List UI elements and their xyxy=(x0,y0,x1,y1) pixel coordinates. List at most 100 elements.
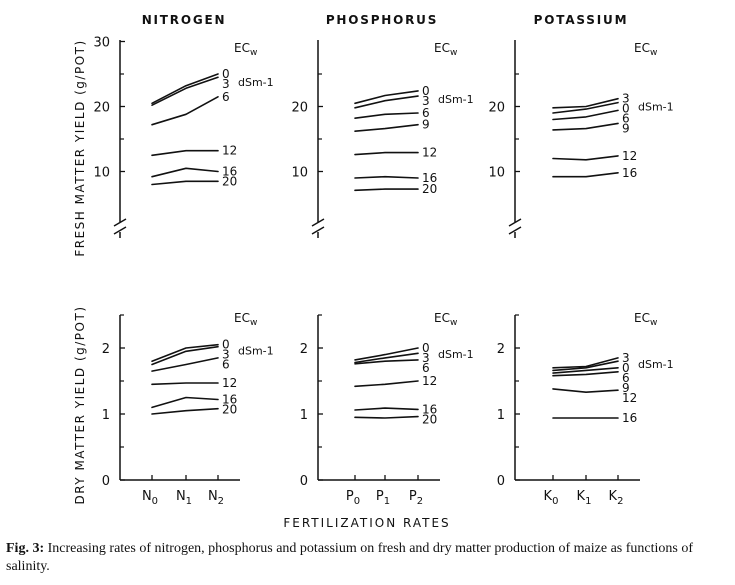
series-label-6: 6 xyxy=(622,371,630,385)
series-label-0: 0 xyxy=(422,341,430,355)
axis-break-mark xyxy=(311,218,325,227)
series-line-16 xyxy=(552,172,619,178)
y-tick-label: 30 xyxy=(93,36,110,51)
x-tick-label: N0 xyxy=(142,489,158,507)
y-tick-label: 0 xyxy=(102,474,110,489)
x-tick-subscript: 1 xyxy=(186,496,192,507)
series-label-20: 20 xyxy=(222,175,237,189)
series-line-20 xyxy=(151,407,219,415)
chart-title: PHOSPHORUS xyxy=(326,13,438,27)
legend-title-subscript: w xyxy=(450,48,457,58)
series-line-0 xyxy=(151,73,219,105)
series-line-0 xyxy=(151,343,219,363)
series-label-0: 0 xyxy=(622,361,630,375)
x-tick-label: K1 xyxy=(577,489,592,507)
x-tick-label: P0 xyxy=(346,489,360,507)
series-label-6: 6 xyxy=(422,361,430,375)
series-line-16 xyxy=(354,407,419,411)
series-line-12 xyxy=(552,155,619,161)
series-line-6 xyxy=(151,96,219,126)
axis-break-mark xyxy=(508,226,522,235)
series-line-6 xyxy=(151,357,219,372)
series-line-6 xyxy=(552,109,619,121)
series-line-16 xyxy=(354,175,419,179)
series-label-6: 6 xyxy=(222,358,230,372)
series-label-0: 0 xyxy=(422,84,430,98)
x-tick-subscript: 1 xyxy=(384,496,390,507)
x-tick-label: P2 xyxy=(409,489,423,507)
series-line-12 xyxy=(552,388,619,394)
legend-title-subscript: w xyxy=(650,48,657,58)
caption-text: Increasing rates of nitrogen, phosphorus… xyxy=(6,541,693,574)
series-label-12: 12 xyxy=(622,149,637,163)
series-line-3 xyxy=(354,95,419,109)
series-label-6: 6 xyxy=(422,106,430,120)
legend-unit: dSm-1 xyxy=(238,76,274,89)
y-tick-label: 20 xyxy=(93,101,110,116)
series-label-16: 16 xyxy=(622,411,637,425)
y-axis-label-dry: DRY MATTER YIELD (g/POT) xyxy=(73,306,87,505)
series-label-3: 3 xyxy=(222,77,230,91)
series-line-6 xyxy=(354,112,419,119)
x-tick-label: N2 xyxy=(208,489,224,507)
y-tick-label: 0 xyxy=(300,474,308,489)
series-label-6: 6 xyxy=(622,112,630,126)
y-tick-label: 1 xyxy=(102,408,110,423)
y-tick-label: 10 xyxy=(488,166,505,181)
y-tick-label: 2 xyxy=(102,342,110,357)
series-label-16: 16 xyxy=(422,402,437,416)
chart-title: NITROGEN xyxy=(142,13,227,27)
series-label-16: 16 xyxy=(222,165,237,179)
series-line-9 xyxy=(354,123,419,132)
series-label-9: 9 xyxy=(622,122,630,136)
series-line-6 xyxy=(354,359,419,365)
series-line-20 xyxy=(354,188,419,192)
series-label-6: 6 xyxy=(222,90,230,104)
series-label-3: 3 xyxy=(622,351,630,365)
axis-break-mark xyxy=(311,226,325,235)
y-tick-label: 20 xyxy=(291,101,308,116)
series-line-3 xyxy=(552,97,619,109)
x-tick-subscript: 0 xyxy=(354,496,360,507)
axis-break-mark xyxy=(508,218,522,227)
y-tick-label: 10 xyxy=(93,166,110,181)
series-label-12: 12 xyxy=(422,146,437,160)
x-tick-subscript: 1 xyxy=(585,496,591,507)
series-label-3: 3 xyxy=(222,348,230,362)
caption-label: Fig. 3: xyxy=(6,541,45,556)
legend-title: ECw xyxy=(234,311,257,328)
axis-break-mark xyxy=(113,218,127,227)
series-line-12 xyxy=(354,151,419,156)
series-label-3: 3 xyxy=(622,92,630,106)
legend-unit: dSm-1 xyxy=(638,358,674,371)
y-tick-label: 20 xyxy=(488,101,505,116)
series-label-9: 9 xyxy=(622,381,630,395)
y-tick-label: 1 xyxy=(497,408,505,423)
series-line-12 xyxy=(151,149,219,157)
x-axis-label: FERTILIZATION RATES xyxy=(283,516,450,530)
series-line-12 xyxy=(151,382,219,386)
series-line-16 xyxy=(151,167,219,178)
series-label-20: 20 xyxy=(422,412,437,426)
x-tick-subscript: 2 xyxy=(218,496,224,507)
series-line-3 xyxy=(151,345,219,366)
legend-title: ECw xyxy=(634,311,657,328)
series-label-16: 16 xyxy=(422,171,437,185)
y-tick-label: 2 xyxy=(497,342,505,357)
legend-unit: dSm-1 xyxy=(638,101,674,114)
legend-unit: dSm-1 xyxy=(438,348,474,361)
x-tick-label: K2 xyxy=(609,489,624,507)
figure-caption: Fig. 3: Increasing rates of nitrogen, ph… xyxy=(6,540,734,576)
series-line-3 xyxy=(354,352,419,364)
y-tick-label: 1 xyxy=(300,408,308,423)
legend-title: ECw xyxy=(434,311,457,328)
series-line-0 xyxy=(552,101,619,114)
series-label-12: 12 xyxy=(222,144,237,158)
legend-title-subscript: w xyxy=(250,48,257,58)
series-line-9 xyxy=(552,122,619,131)
legend-title: ECw xyxy=(634,41,657,58)
